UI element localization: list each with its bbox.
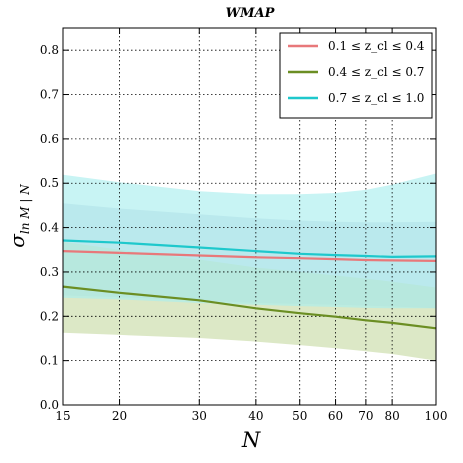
x-tick-label-0: 15: [55, 409, 70, 423]
plot-frame: [62, 27, 437, 406]
x-tick-label-8: 100: [425, 409, 448, 423]
x-tick-label-2: 30: [192, 409, 207, 423]
y-tick-label-3: 0.3: [40, 265, 59, 279]
y-tick-label-0: 0.0: [40, 398, 59, 412]
legend: 0.1 ≤ z_cl ≤ 0.4 0.4 ≤ z_cl ≤ 0.7 0.7 ≤ z_…: [279, 32, 433, 119]
x-tick-label-1: 20: [112, 409, 127, 423]
y-tick-label-8: 0.8: [40, 43, 59, 57]
x-tick-label-7: 80: [384, 409, 399, 423]
y-tick-label-2: 0.2: [40, 309, 59, 323]
y-axis-label-subscript: ln M | N: [18, 184, 32, 234]
confidence-bands: [63, 173, 436, 361]
y-axis-label: σln M | N: [5, 184, 32, 248]
series-lines: [62, 239, 437, 330]
band-series-3: [63, 173, 436, 309]
x-axis-label: N: [241, 428, 261, 452]
x-tick-label-5: 60: [328, 409, 343, 423]
line-series-2: [62, 285, 437, 330]
y-tick-label-7: 0.7: [40, 88, 59, 102]
legend-label-3: 0.7 ≤ z_cl ≤ 1.0: [328, 91, 424, 105]
y-tick-label-6: 0.6: [40, 132, 59, 146]
legend-label-2: 0.4 ≤ z_cl ≤ 0.7: [328, 65, 424, 79]
x-axis-ticks: 15 20 30 40 50 60 70 80 100: [55, 28, 447, 423]
y-tick-label-1: 0.1: [40, 354, 59, 368]
x-tick-label-3: 40: [248, 409, 263, 423]
grid: [63, 28, 436, 405]
y-tick-label-5: 0.5: [40, 176, 59, 190]
line-series-1: [62, 250, 437, 262]
y-tick-label-4: 0.4: [40, 221, 59, 235]
legend-label-1: 0.1 ≤ z_cl ≤ 0.4: [328, 39, 425, 53]
x-tick-label-6: 70: [358, 409, 373, 423]
y-axis-label-symbol: σ: [5, 233, 29, 248]
line-series-3: [62, 239, 437, 259]
chart-title: WMAP: [226, 6, 276, 21]
x-tick-label-4: 50: [292, 409, 307, 423]
y-axis-ticks: 0.0 0.1 0.2 0.3 0.4 0.5 0.6 0.7 0.8: [40, 43, 436, 412]
